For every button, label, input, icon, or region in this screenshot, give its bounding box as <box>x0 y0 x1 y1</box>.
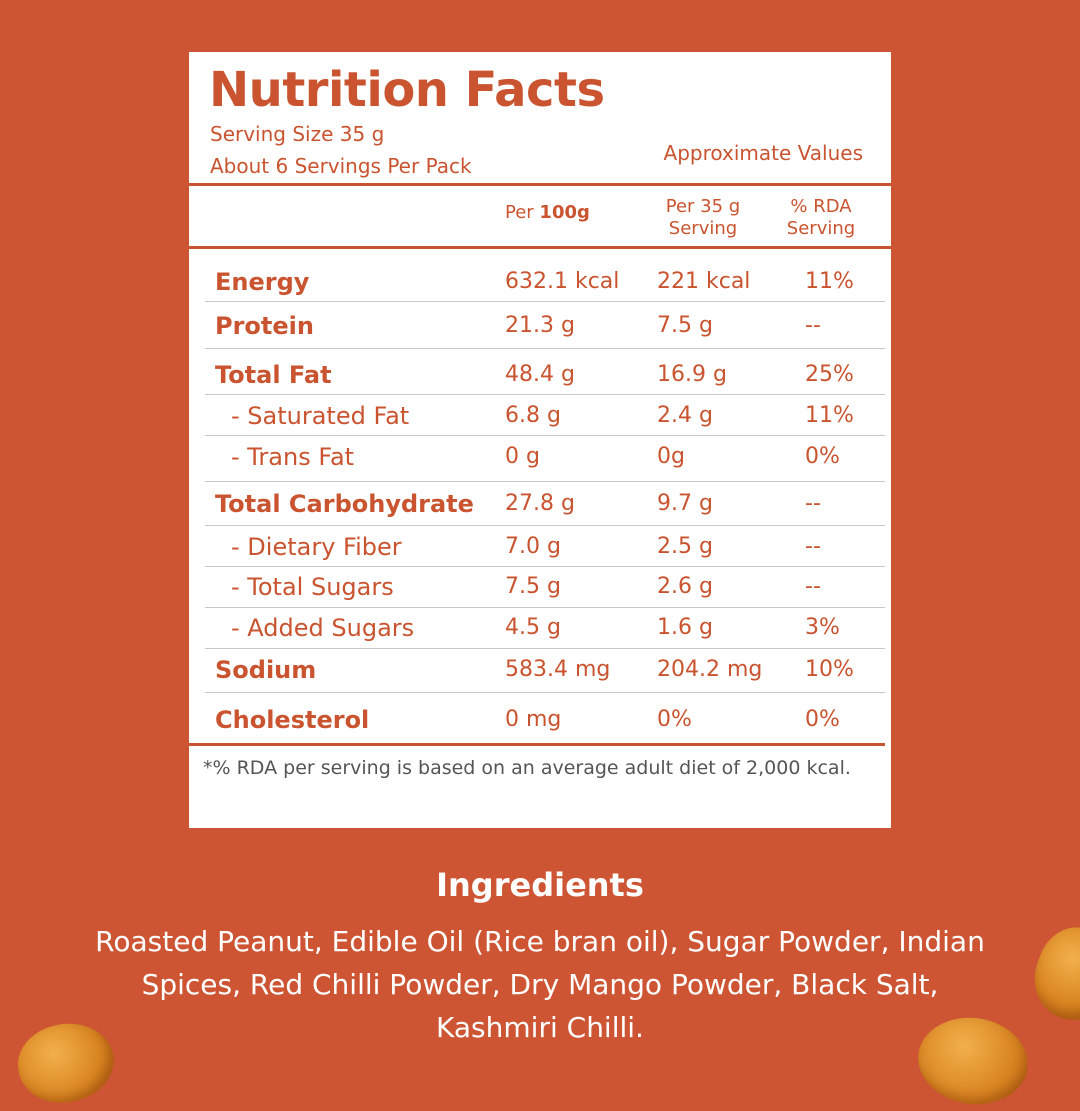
rda-value: 3% <box>805 615 840 640</box>
column-header-per-serving: Per 35 g Serving <box>641 196 765 240</box>
nutrient-name: - Trans Fat <box>231 443 355 471</box>
per-100g-value: 27.8 g <box>505 491 575 516</box>
rda-value: 11% <box>805 403 854 428</box>
rda-value: 25% <box>805 362 854 387</box>
row-divider <box>205 301 885 302</box>
rda-value: -- <box>805 534 821 559</box>
servings-per-pack: About 6 Servings Per Pack <box>210 154 472 178</box>
per-serving-value: 9.7 g <box>657 491 713 516</box>
column-header-per-100g: Per 100g <box>505 202 590 224</box>
column-header-per-100g-prefix: Per <box>505 202 540 223</box>
per-serving-value: 0g <box>657 444 685 469</box>
row-divider <box>205 692 885 693</box>
per-serving-value: 1.6 g <box>657 615 713 640</box>
per-serving-value: 2.5 g <box>657 534 713 559</box>
rda-value: -- <box>805 491 821 516</box>
rda-value: 11% <box>805 269 854 294</box>
rda-value: -- <box>805 574 821 599</box>
peanut-image <box>1022 917 1080 1031</box>
columns-rule <box>189 246 891 249</box>
column-header-per-100g-bold: 100g <box>539 202 590 223</box>
per-100g-value: 48.4 g <box>505 362 575 387</box>
rda-value: -- <box>805 313 821 338</box>
nutrient-name: - Saturated Fat <box>231 402 410 430</box>
rda-value: 0% <box>805 707 840 732</box>
per-100g-value: 21.3 g <box>505 313 575 338</box>
row-divider <box>205 348 885 349</box>
footer-rule <box>189 743 885 746</box>
nutrient-name: Total Carbohydrate <box>215 490 474 518</box>
nutrient-name: - Total Sugars <box>231 573 394 601</box>
row-divider <box>205 435 885 436</box>
nutrient-name: Energy <box>215 268 310 296</box>
nutrition-facts-panel: Nutrition Facts Serving Size 35 g About … <box>189 52 891 828</box>
per-serving-value: 221 kcal <box>657 269 751 294</box>
per-100g-value: 4.5 g <box>505 615 561 640</box>
per-100g-value: 6.8 g <box>505 403 561 428</box>
nutrient-name: Sodium <box>215 656 317 684</box>
column-header-rda-line1: % RDA <box>790 196 852 217</box>
row-divider <box>205 481 885 482</box>
nutrient-name: - Added Sugars <box>231 614 415 642</box>
column-header-per-serving-line2: Serving <box>668 218 738 239</box>
nutrient-name: Protein <box>215 312 314 340</box>
header-rule <box>189 183 891 186</box>
per-serving-value: 16.9 g <box>657 362 727 387</box>
per-100g-value: 7.0 g <box>505 534 561 559</box>
per-100g-value: 0 g <box>505 444 540 469</box>
nutrient-name: Cholesterol <box>215 706 370 734</box>
per-serving-value: 2.4 g <box>657 403 713 428</box>
approximate-values-note: Approximate Values <box>663 141 863 165</box>
column-header-rda-line2: Serving <box>786 218 856 239</box>
per-100g-value: 583.4 mg <box>505 657 611 682</box>
nutrient-name: - Dietary Fiber <box>231 533 402 561</box>
rda-value: 10% <box>805 657 854 682</box>
serving-size: Serving Size 35 g <box>210 122 385 146</box>
nutrient-name: Total Fat <box>215 361 332 389</box>
ingredients-text: Roasted Peanut, Edible Oil (Rice bran oi… <box>95 925 985 1044</box>
per-100g-value: 7.5 g <box>505 574 561 599</box>
nutrition-title: Nutrition Facts <box>209 62 605 118</box>
serving-info: Serving Size 35 g About 6 Servings Per P… <box>210 118 472 182</box>
column-header-rda: % RDA Serving <box>775 196 867 240</box>
row-divider <box>205 566 885 567</box>
per-serving-value: 204.2 mg <box>657 657 763 682</box>
ingredients-title: Ingredients <box>436 866 644 904</box>
per-serving-value: 2.6 g <box>657 574 713 599</box>
row-divider <box>205 648 885 649</box>
row-divider <box>205 394 885 395</box>
per-serving-value: 7.5 g <box>657 313 713 338</box>
rda-value: 0% <box>805 444 840 469</box>
row-divider <box>205 525 885 526</box>
per-100g-value: 0 mg <box>505 707 562 732</box>
per-100g-value: 632.1 kcal <box>505 269 620 294</box>
rda-footnote: *% RDA per serving is based on an averag… <box>203 757 851 779</box>
per-serving-value: 0% <box>657 707 692 732</box>
column-header-per-serving-line1: Per 35 g <box>665 196 741 217</box>
row-divider <box>205 607 885 608</box>
